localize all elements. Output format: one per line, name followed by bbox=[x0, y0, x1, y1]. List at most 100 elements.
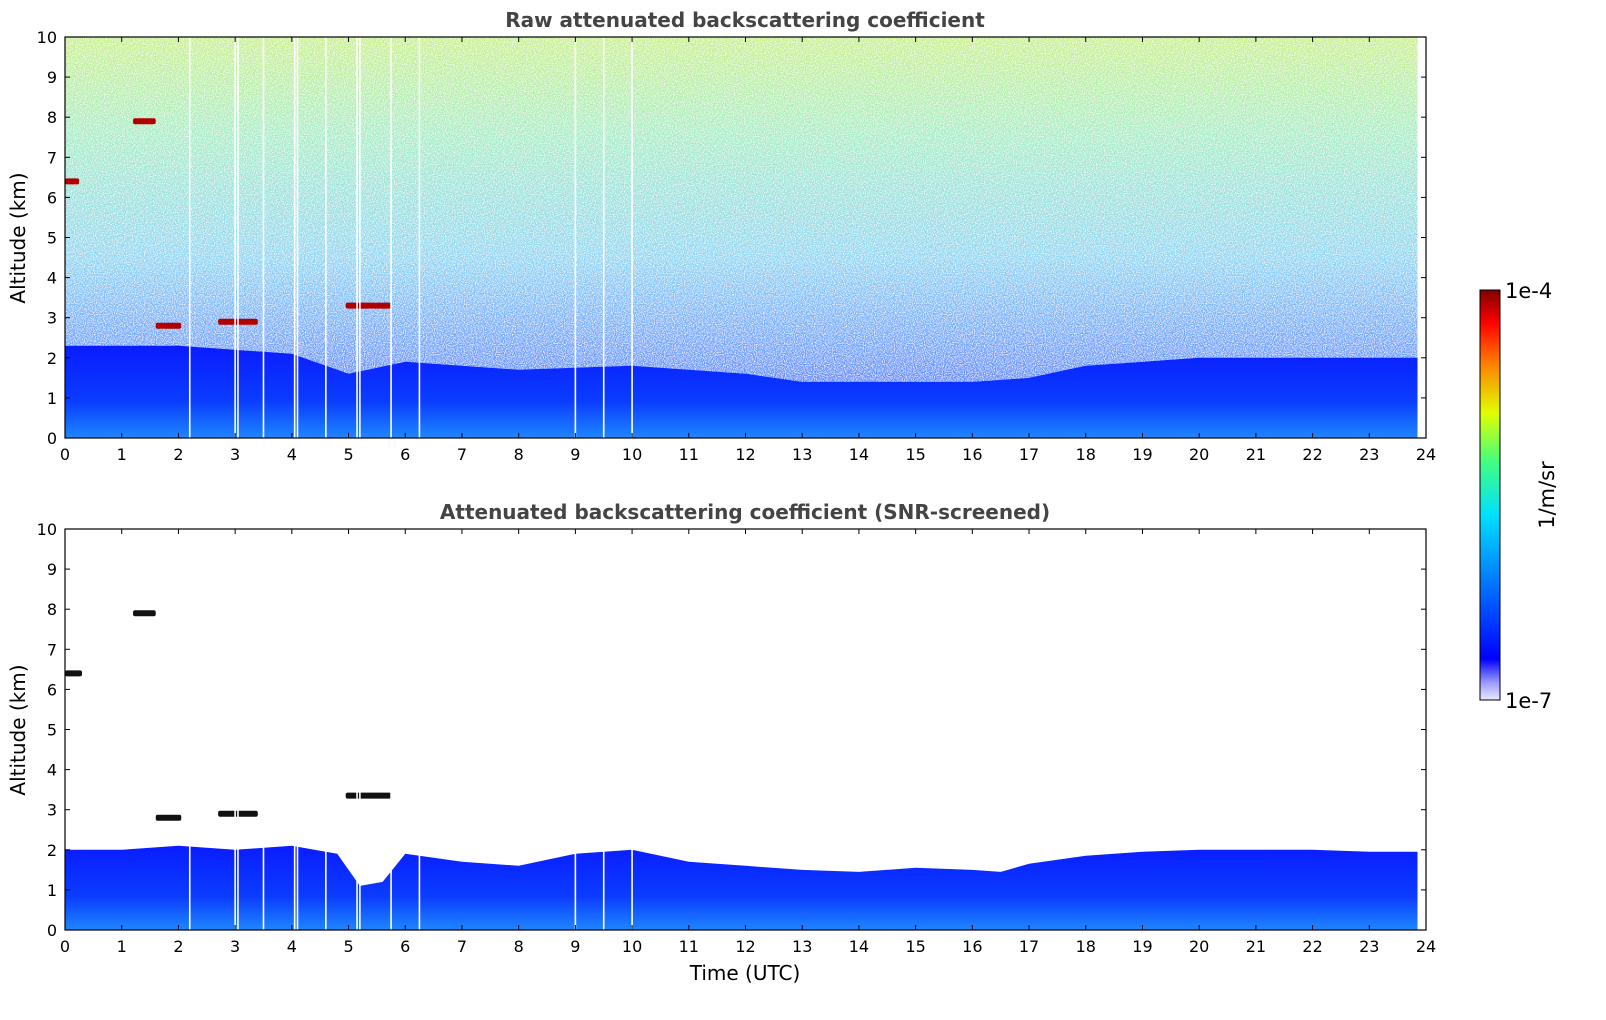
screened-y-axis-label: Altitude (km) bbox=[6, 664, 30, 795]
y-tick-label: 2 bbox=[47, 349, 57, 368]
x-tick-label: 20 bbox=[1189, 445, 1209, 464]
y-tick-label: 1 bbox=[47, 881, 57, 900]
screened-plot-area bbox=[65, 529, 1426, 930]
x-tick-label: 1 bbox=[117, 937, 127, 956]
y-tick-label: 4 bbox=[47, 269, 57, 288]
x-tick-label: 8 bbox=[514, 937, 524, 956]
x-tick-label: 10 bbox=[622, 937, 642, 956]
x-tick-label: 18 bbox=[1076, 937, 1096, 956]
x-tick-label: 17 bbox=[1019, 445, 1039, 464]
x-tick-label: 15 bbox=[905, 445, 925, 464]
y-tick-label: 7 bbox=[47, 640, 57, 659]
x-tick-label: 12 bbox=[735, 445, 755, 464]
x-tick-label: 9 bbox=[570, 937, 580, 956]
y-tick-label: 8 bbox=[47, 600, 57, 619]
cloud-layer-3 bbox=[155, 322, 182, 329]
y-tick-label: 3 bbox=[47, 309, 57, 328]
x-tick-label: 22 bbox=[1302, 445, 1322, 464]
y-tick-label: 2 bbox=[47, 841, 57, 860]
colorbar-max-label: 1e-4 bbox=[1505, 279, 1552, 303]
y-tick-label: 9 bbox=[47, 560, 57, 579]
x-tick-label: 19 bbox=[1132, 445, 1152, 464]
y-tick-label: 8 bbox=[47, 108, 57, 127]
x-tick-label: 19 bbox=[1132, 937, 1152, 956]
y-tick-label: 6 bbox=[47, 680, 57, 699]
x-tick-label: 20 bbox=[1189, 937, 1209, 956]
x-tick-label: 8 bbox=[514, 445, 524, 464]
cloud-layer-3 bbox=[155, 814, 182, 821]
x-tick-label: 0 bbox=[60, 937, 70, 956]
x-tick-label: 3 bbox=[230, 445, 240, 464]
x-tick-label: 5 bbox=[343, 937, 353, 956]
x-tick-label: 1 bbox=[117, 445, 127, 464]
x-tick-label: 0 bbox=[60, 445, 70, 464]
x-tick-label: 22 bbox=[1302, 937, 1322, 956]
y-tick-label: 10 bbox=[37, 28, 57, 47]
y-tick-label: 0 bbox=[47, 921, 57, 940]
x-tick-label: 23 bbox=[1359, 937, 1379, 956]
raw-x-ticks: 0 1 2 3 4 5 6 7 8 9 10 11 12 13 14 15 16 17 18 19 20 21 22 23 24 bbox=[60, 37, 1436, 464]
x-tick-label: 23 bbox=[1359, 445, 1379, 464]
x-tick-label: 15 bbox=[905, 937, 925, 956]
x-tick-label: 24 bbox=[1416, 445, 1436, 464]
cloud-layer-1 bbox=[65, 178, 80, 185]
x-tick-label: 2 bbox=[173, 445, 183, 464]
y-tick-label: 7 bbox=[47, 148, 57, 167]
x-tick-label: 2 bbox=[173, 937, 183, 956]
x-tick-label: 7 bbox=[457, 937, 467, 956]
raw-backscatter-panel: Raw attenuated backscattering coefficien… bbox=[6, 8, 1436, 464]
x-tick-label: 14 bbox=[849, 445, 869, 464]
x-tick-label: 21 bbox=[1246, 937, 1266, 956]
y-tick-label: 5 bbox=[47, 229, 57, 248]
raw-y-ticks: 0 1 2 3 4 5 6 7 8 9 10 bbox=[37, 28, 1426, 448]
x-tick-label: 13 bbox=[792, 445, 812, 464]
colorbar-units-label: 1/m/sr bbox=[1535, 461, 1559, 529]
x-tick-label: 18 bbox=[1076, 445, 1096, 464]
y-tick-label: 5 bbox=[47, 721, 57, 740]
x-tick-label: 14 bbox=[849, 937, 869, 956]
cloud-layer-5 bbox=[345, 792, 392, 799]
screened-backscatter-panel: Attenuated backscattering coefficient (S… bbox=[6, 500, 1436, 985]
time-axis-label: Time (UTC) bbox=[689, 961, 801, 985]
screened-y-ticks: 0 1 2 3 4 5 6 7 8 9 10 bbox=[37, 520, 1426, 940]
cloud-layer-2 bbox=[133, 610, 156, 617]
x-tick-label: 21 bbox=[1246, 445, 1266, 464]
boundary-layer bbox=[65, 845, 1418, 930]
y-tick-label: 3 bbox=[47, 801, 57, 820]
raw-panel-title: Raw attenuated backscattering coefficien… bbox=[505, 8, 985, 32]
x-tick-label: 6 bbox=[400, 937, 410, 956]
x-tick-label: 11 bbox=[679, 937, 699, 956]
x-tick-label: 4 bbox=[287, 445, 297, 464]
x-tick-label: 13 bbox=[792, 937, 812, 956]
x-tick-label: 16 bbox=[962, 937, 982, 956]
y-tick-label: 10 bbox=[37, 520, 57, 539]
y-tick-label: 4 bbox=[47, 761, 57, 780]
x-tick-label: 12 bbox=[735, 937, 755, 956]
cloud-layer-2 bbox=[133, 118, 156, 125]
colorbar-min-label: 1e-7 bbox=[1505, 689, 1552, 713]
cloud-layer-5 bbox=[345, 302, 392, 309]
x-tick-label: 16 bbox=[962, 445, 982, 464]
x-tick-label: 3 bbox=[230, 937, 240, 956]
x-tick-label: 17 bbox=[1019, 937, 1039, 956]
cloud-layer-1 bbox=[65, 670, 83, 677]
screened-x-ticks: 0 1 2 3 4 5 6 7 8 9 10 11 12 13 14 15 16 17 18 19 20 21 22 23 24 bbox=[60, 529, 1436, 956]
x-tick-label: 4 bbox=[287, 937, 297, 956]
boundary-layer bbox=[65, 345, 1418, 438]
raw-plot-area bbox=[65, 37, 1426, 438]
y-tick-label: 1 bbox=[47, 389, 57, 408]
raw-y-axis-label: Altitude (km) bbox=[6, 172, 30, 303]
x-tick-label: 6 bbox=[400, 445, 410, 464]
y-tick-label: 6 bbox=[47, 188, 57, 207]
x-tick-label: 11 bbox=[679, 445, 699, 464]
colorbar-gradient bbox=[1479, 289, 1501, 701]
x-tick-label: 5 bbox=[343, 445, 353, 464]
x-tick-label: 10 bbox=[622, 445, 642, 464]
colorbar: 1e-4 1e-7 1/m/sr bbox=[1479, 279, 1559, 713]
x-tick-label: 7 bbox=[457, 445, 467, 464]
screened-panel-title: Attenuated backscattering coefficient (S… bbox=[440, 500, 1050, 524]
x-tick-label: 9 bbox=[570, 445, 580, 464]
x-tick-label: 24 bbox=[1416, 937, 1436, 956]
y-tick-label: 9 bbox=[47, 68, 57, 87]
